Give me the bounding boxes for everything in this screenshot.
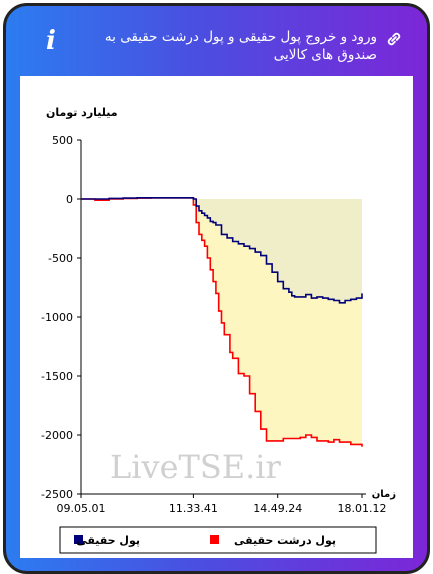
watermark: LiveTSE.ir [110, 448, 282, 486]
series-line-real-money [81, 197, 363, 304]
y-tick-label: -1500 [41, 370, 73, 383]
legend-swatch [210, 535, 219, 544]
x-tick-label: 14.49.24 [253, 502, 302, 515]
card-header: i ورود و خروج پول حقیقی و پول درشت حقیقی… [6, 6, 427, 76]
y-tick-label: -500 [48, 252, 73, 265]
chart-title: ورود و خروج پول حقیقی و پول درشت حقیقی ب… [104, 29, 377, 63]
y-tick-label: -2000 [41, 429, 73, 442]
link-icon[interactable] [383, 28, 405, 50]
y-tick-label: 0 [66, 193, 73, 206]
y-tick-label: 500 [52, 134, 73, 147]
legend-label: پول درشت حقیقی [234, 534, 336, 547]
y-tick-label: -2500 [41, 488, 73, 501]
y-tick-label: -1000 [41, 311, 73, 324]
legend-label: پول حقیقی [76, 534, 140, 547]
x-tick-label: 09.05.01 [57, 502, 106, 515]
legend: پول حقیقی پول درشت حقیقی [59, 526, 377, 554]
legend-swatch [74, 535, 83, 544]
x-axis-label: زمان [372, 489, 396, 500]
chart-panel: 500 0 -500 -1000 -1500 -2000 -2500 09.05.01 11.3… [20, 76, 413, 558]
x-tick-label: 11.33.41 [169, 502, 218, 515]
chart-card: i ورود و خروج پول حقیقی و پول درشت حقیقی… [3, 3, 430, 574]
info-icon[interactable]: i [46, 26, 56, 56]
y-axis-label: میلیارد تومان [46, 106, 118, 119]
chart-lines [81, 197, 363, 447]
area-real-money [81, 197, 362, 303]
x-tick-label: 18.01.12 [338, 502, 387, 515]
